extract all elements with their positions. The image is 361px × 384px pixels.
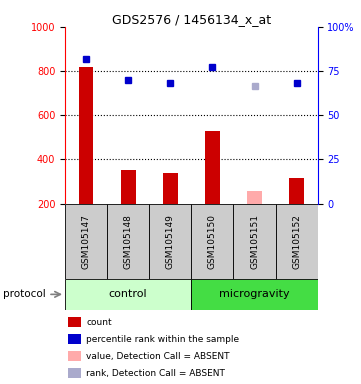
Bar — [79, 67, 93, 204]
Text: GSM105148: GSM105148 — [124, 214, 132, 269]
Bar — [247, 191, 262, 204]
Bar — [107, 204, 149, 279]
Text: GSM105150: GSM105150 — [208, 214, 217, 269]
Bar — [121, 170, 135, 204]
Bar — [275, 204, 318, 279]
Bar — [191, 279, 318, 310]
Text: microgravity: microgravity — [219, 290, 290, 300]
Text: GSM105151: GSM105151 — [250, 214, 259, 269]
Text: rank, Detection Call = ABSENT: rank, Detection Call = ABSENT — [86, 369, 225, 377]
Text: count: count — [86, 318, 112, 327]
Bar — [65, 279, 191, 310]
Bar — [234, 204, 275, 279]
Text: GSM105152: GSM105152 — [292, 214, 301, 269]
Bar — [149, 204, 191, 279]
Bar — [163, 173, 178, 204]
Text: GSM105149: GSM105149 — [166, 214, 175, 269]
Bar — [191, 204, 234, 279]
Text: control: control — [109, 290, 147, 300]
Text: GSM105147: GSM105147 — [82, 214, 91, 269]
Bar — [65, 204, 107, 279]
Title: GDS2576 / 1456134_x_at: GDS2576 / 1456134_x_at — [112, 13, 271, 26]
Bar — [68, 317, 82, 327]
Bar — [68, 334, 82, 344]
Bar — [289, 178, 304, 204]
Bar — [205, 131, 220, 204]
Bar — [68, 351, 82, 361]
Text: percentile rank within the sample: percentile rank within the sample — [86, 335, 240, 344]
Text: protocol: protocol — [3, 290, 46, 300]
Bar — [68, 368, 82, 378]
Text: value, Detection Call = ABSENT: value, Detection Call = ABSENT — [86, 352, 230, 361]
